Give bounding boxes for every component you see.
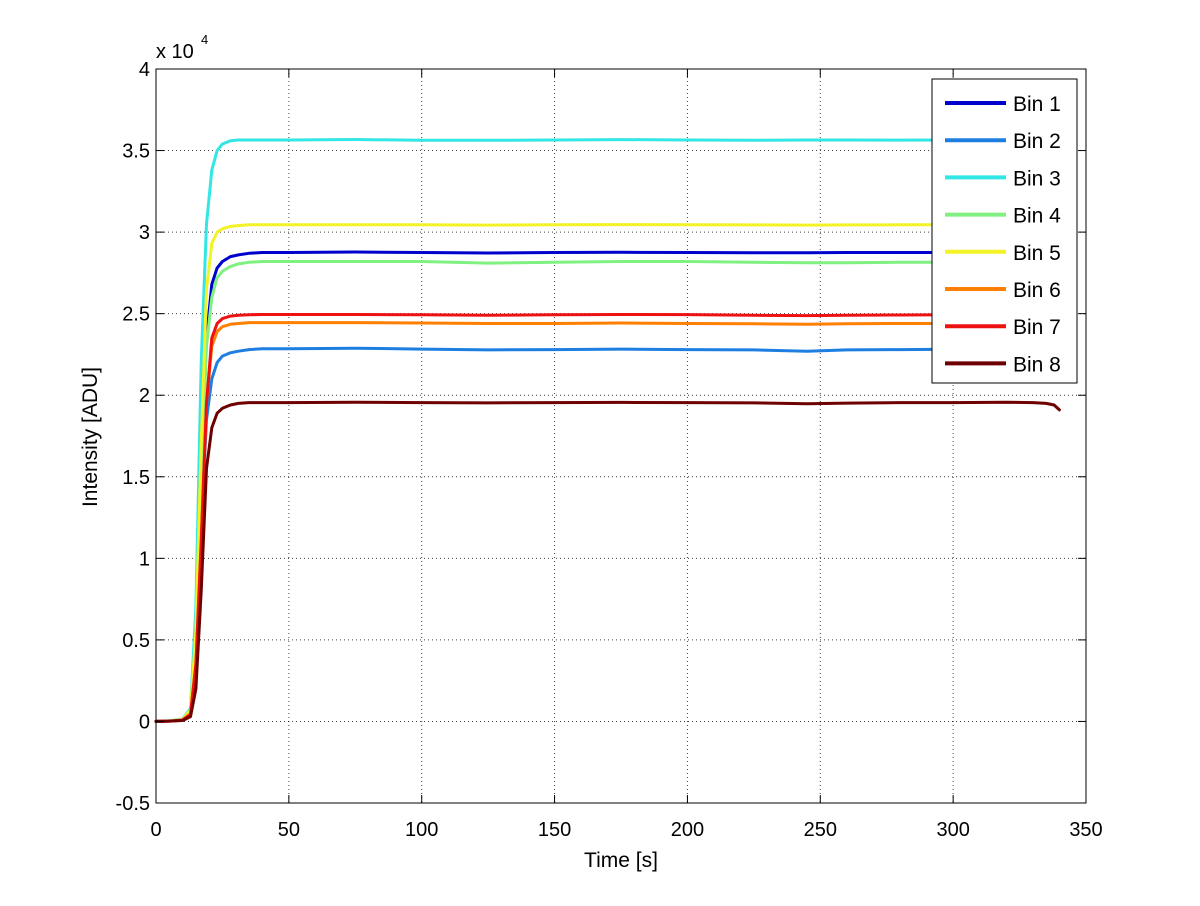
y-axis-label: Intensity [ADU] (79, 367, 102, 507)
y-tick-label: 3.5 (122, 141, 150, 163)
y-axis-multiplier: x 10 4 (156, 32, 208, 63)
y-tick-labels: -0.5 0 0.5 1 1.5 2 2.5 3 3.5 4 (116, 59, 150, 815)
y-tick-label: 0 (139, 711, 150, 733)
legend-label: Bin 6 (1013, 279, 1061, 302)
plot-area-border (155, 68, 1087, 804)
x-tick-label: 300 (936, 819, 969, 841)
axis-ticks (155, 68, 1087, 804)
x-tick-label: 350 (1069, 819, 1102, 841)
series-line-bin-8 (154, 400, 1061, 723)
y-tick-label: 3 (139, 222, 150, 244)
legend-label: Bin 4 (1013, 205, 1061, 228)
legend-entries: Bin 1 Bin 2 Bin 3 Bin 4 Bin 5 Bin 6 Bin 7 Bin 8 (945, 93, 1061, 376)
legend-entry-bin-8: Bin 8 (945, 353, 1061, 376)
legend-label: Bin 3 (1013, 167, 1061, 190)
y-tick-label: 4 (139, 59, 150, 81)
y-tick-label: 2.5 (122, 304, 150, 326)
y-tick-label: 1 (139, 548, 150, 570)
legend-label: Bin 7 (1013, 316, 1061, 339)
x-tick-label: 150 (538, 819, 571, 841)
x-tick-label: 200 (671, 819, 704, 841)
y-multiplier-base: x 10 (156, 41, 194, 63)
y-tick-label: 0.5 (122, 630, 150, 652)
legend-label: Bin 2 (1013, 130, 1061, 153)
y-tick-label: 1.5 (122, 467, 150, 489)
y-tick-label: -0.5 (116, 793, 150, 815)
legend-entry-bin-2: Bin 2 (945, 130, 1061, 153)
x-tick-labels: 0 50 100 150 200 250 300 350 (150, 819, 1102, 841)
x-tick-label: 250 (804, 819, 837, 841)
legend-entry-bin-4: Bin 4 (945, 205, 1061, 228)
legend-entry-bin-7: Bin 7 (945, 316, 1061, 339)
x-tick-label: 100 (405, 819, 438, 841)
legend-entry-bin-6: Bin 6 (945, 279, 1061, 302)
legend-label: Bin 5 (1013, 242, 1061, 265)
legend-label: Bin 1 (1013, 93, 1061, 116)
y-tick-label: 2 (139, 385, 150, 407)
x-tick-label: 50 (278, 819, 300, 841)
x-axis-label: Time [s] (584, 849, 658, 872)
legend-label: Bin 8 (1013, 353, 1061, 376)
legend-entry-bin-5: Bin 5 (945, 242, 1061, 265)
legend-box (931, 78, 1078, 384)
legend: Bin 1 Bin 2 Bin 3 Bin 4 Bin 5 Bin 6 Bin 7 Bin 8 (931, 78, 1078, 384)
legend-entry-bin-1: Bin 1 (945, 93, 1061, 116)
x-tick-label: 0 (150, 819, 161, 841)
y-multiplier-exponent: 4 (201, 32, 208, 47)
legend-entry-bin-3: Bin 3 (945, 167, 1061, 190)
